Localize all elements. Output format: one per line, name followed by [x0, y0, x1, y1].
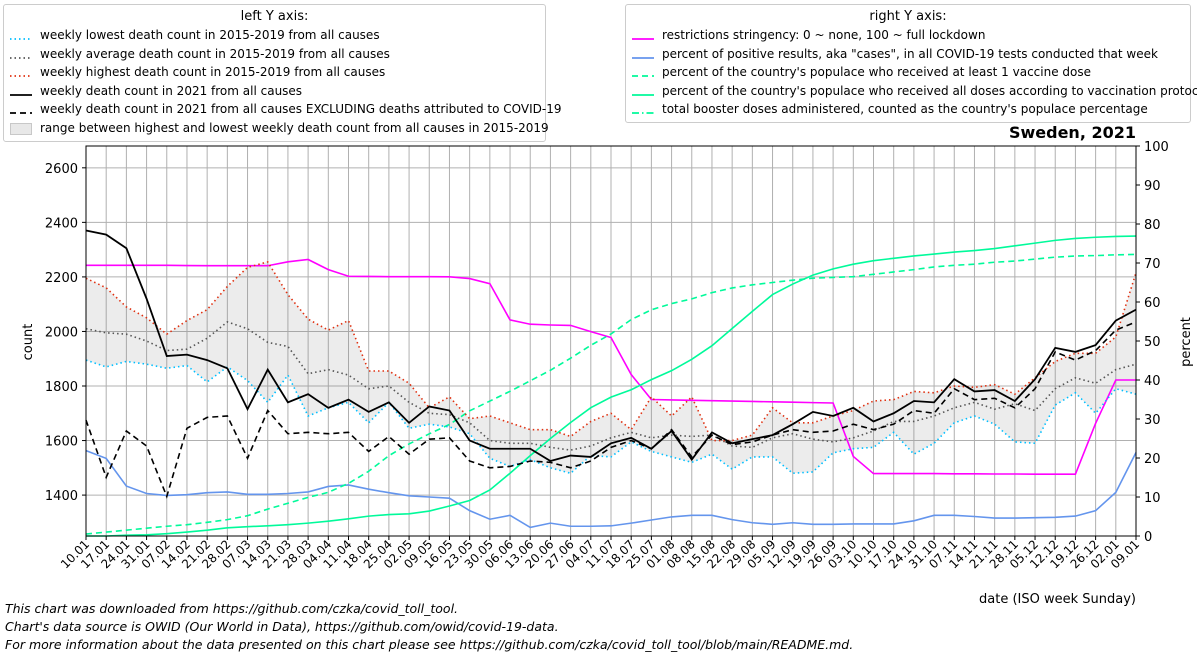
right-series-0 — [86, 258, 1136, 475]
y-right-tick-label: 0 — [1144, 530, 1152, 545]
legend-right-label: percent of the country's populace who re… — [662, 65, 1091, 80]
legend-right-label: total booster doses administered, counte… — [662, 102, 1148, 117]
legend-left-label: weekly lowest death count in 2015-2019 f… — [40, 28, 380, 42]
legend-left-label: weekly death count in 2021 from all caus… — [40, 83, 303, 98]
series-layer — [85, 229, 1137, 537]
legend-right-swatch — [632, 69, 654, 78]
legend-left-label: weekly highest death count in 2015-2019 … — [40, 65, 386, 80]
left-series-3 — [85, 229, 1137, 462]
legend-left-swatch — [10, 32, 32, 40]
y-left-tick-label: 2000 — [45, 325, 78, 340]
y-left-tick-label: 1400 — [45, 489, 78, 504]
legend-left-label: weekly death count in 2021 from all caus… — [40, 102, 562, 117]
y-axis-right-label: percent — [1179, 317, 1194, 367]
y-right-tick-label: 70 — [1144, 257, 1161, 272]
legend-left-swatch — [10, 106, 32, 115]
footer-line-3: For more information about the data pres… — [5, 637, 854, 652]
legend-left: left Y axis: weekly lowest death count i… — [3, 4, 561, 142]
y-left-tick-label: 1800 — [45, 380, 78, 395]
y-right-tick-label: 40 — [1144, 374, 1161, 389]
y-left-tick-label: 2200 — [45, 271, 78, 286]
legend-right-swatch — [632, 106, 654, 115]
x-axis-label: date (ISO week Sunday) — [979, 592, 1136, 607]
legend-left-swatch — [10, 69, 32, 78]
legend-right-label: restrictions stringency: 0 ~ none, 100 ~… — [662, 28, 986, 42]
right-series-1 — [85, 449, 1137, 529]
left-series-0 — [85, 359, 1137, 475]
y-left-tick-label: 2400 — [45, 216, 78, 231]
y-right-tick-label: 60 — [1144, 296, 1161, 311]
y-right-tick-label: 80 — [1144, 218, 1161, 233]
legend-right-swatch — [632, 88, 654, 96]
left-series-1 — [85, 321, 1137, 451]
chart-title: Sweden, 2021 — [1009, 123, 1136, 142]
legend-right-swatch — [632, 32, 654, 40]
y-left-tick-label: 2600 — [45, 162, 78, 177]
legend-left-label: weekly average death count in 2015-2019 … — [40, 46, 390, 61]
legend-left-swatch — [10, 88, 32, 96]
legend-left-label: range between highest and lowest weekly … — [40, 121, 549, 135]
right-series-3 — [86, 235, 1137, 537]
legend-right-title: right Y axis: — [869, 9, 947, 24]
legend-right: right Y axis: restrictions stringency: 0… — [625, 4, 1197, 123]
left-series-4 — [85, 321, 1137, 499]
y-left-tick-label: 1600 — [45, 435, 78, 450]
y-right-tick-label: 100 — [1144, 140, 1169, 155]
y-right-tick-label: 20 — [1144, 452, 1161, 467]
legend-right-swatch — [632, 51, 654, 59]
y-right-tick-label: 10 — [1144, 491, 1161, 506]
legend-left-swatch — [10, 51, 32, 59]
legend-right-label: percent of the country's populace who re… — [662, 83, 1197, 98]
y-right-tick-label: 50 — [1144, 335, 1161, 350]
legend-right-label: percent of positive results, aka "cases"… — [662, 46, 1158, 61]
footer-line-1: This chart was downloaded from https://g… — [5, 601, 459, 616]
footer-line-2: Chart's data source is OWID (Our World i… — [5, 619, 559, 634]
grid — [85, 146, 1137, 536]
legend-left-swatch — [10, 123, 32, 135]
y-axis-left-label: count — [21, 324, 36, 361]
legend-left-title: left Y axis: — [240, 9, 309, 24]
y-right-tick-label: 30 — [1144, 413, 1161, 428]
y-right-tick-label: 90 — [1144, 179, 1161, 194]
left-series-2 — [85, 260, 1137, 442]
right-series-2 — [85, 253, 1137, 535]
